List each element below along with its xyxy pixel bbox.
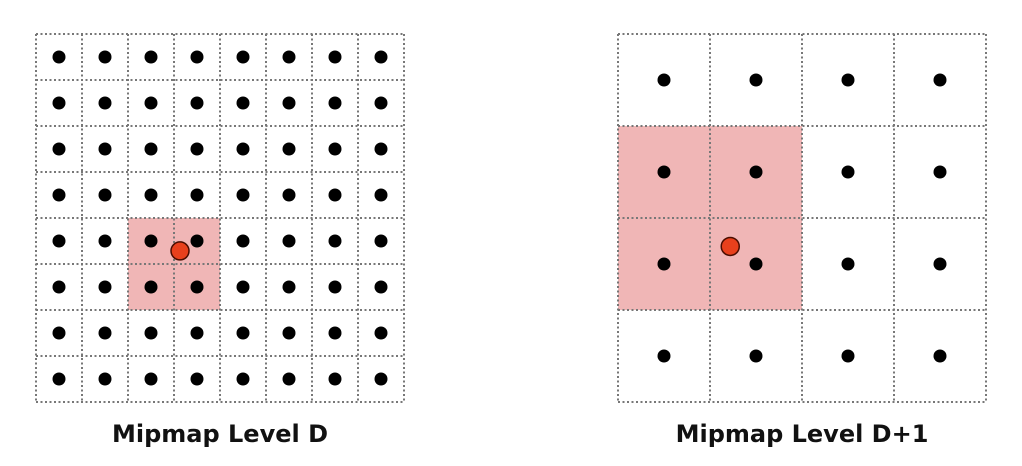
texel-sample-dot — [144, 326, 158, 340]
texel-sample-dot — [374, 142, 388, 156]
texel-sample-dot — [144, 280, 158, 294]
texel-sample-dot — [236, 280, 250, 294]
texel-sample-dot — [144, 96, 158, 110]
texel-sample-dot — [98, 280, 112, 294]
mipmap-level-d-panel — [35, 33, 405, 403]
texel-sample-dot — [190, 188, 204, 202]
texel-sample-dot — [98, 326, 112, 340]
lookup-point — [170, 241, 190, 261]
texel-sample-dot — [933, 165, 947, 179]
texel-sample-dot — [841, 73, 855, 87]
texel-sample-dot — [236, 50, 250, 64]
texel-sample-dot — [749, 73, 763, 87]
mipmap-level-d-plus-1-panel — [617, 33, 987, 403]
mipmap-level-d-plus-1-caption: Mipmap Level D+1 — [676, 420, 929, 448]
texel-sample-dot — [190, 142, 204, 156]
texel-sample-dot — [282, 234, 296, 248]
texel-sample-dot — [98, 234, 112, 248]
texel-sample-dot — [933, 257, 947, 271]
texel-sample-dot — [144, 188, 158, 202]
texel-sample-dot — [52, 96, 66, 110]
texel-sample-dot — [236, 372, 250, 386]
texel-sample-dot — [749, 257, 763, 271]
texel-sample-dot — [52, 280, 66, 294]
texel-sample-dot — [374, 50, 388, 64]
texel-sample-dot — [282, 372, 296, 386]
texel-sample-dot — [236, 96, 250, 110]
texel-sample-dot — [328, 188, 342, 202]
texel-sample-dot — [98, 50, 112, 64]
texel-sample-dot — [933, 73, 947, 87]
texel-sample-dot — [236, 326, 250, 340]
texel-sample-dot — [98, 142, 112, 156]
texel-sample-dot — [52, 50, 66, 64]
texel-sample-dot — [374, 234, 388, 248]
texel-sample-dot — [841, 165, 855, 179]
texel-sample-dot — [657, 73, 671, 87]
texel-sample-dot — [236, 142, 250, 156]
texel-sample-dot — [282, 96, 296, 110]
texel-sample-dot — [328, 280, 342, 294]
texel-sample-dot — [190, 50, 204, 64]
texel-sample-dot — [144, 372, 158, 386]
texel-sample-dot — [52, 326, 66, 340]
texel-sample-dot — [328, 326, 342, 340]
texel-sample-dot — [190, 96, 204, 110]
texel-sample-dot — [328, 50, 342, 64]
texel-sample-dot — [190, 372, 204, 386]
texel-sample-dot — [144, 142, 158, 156]
texel-sample-dot — [282, 280, 296, 294]
texel-sample-dot — [236, 234, 250, 248]
texel-sample-dot — [282, 142, 296, 156]
texel-sample-dot — [841, 349, 855, 363]
texel-sample-dot — [657, 349, 671, 363]
mipmap-level-d-caption: Mipmap Level D — [112, 420, 328, 448]
texel-sample-dot — [374, 188, 388, 202]
texel-sample-dot — [374, 372, 388, 386]
texel-sample-dot — [144, 234, 158, 248]
texel-sample-dot — [328, 142, 342, 156]
texel-sample-dot — [657, 165, 671, 179]
texel-sample-dot — [98, 96, 112, 110]
texel-sample-dot — [328, 372, 342, 386]
texel-sample-dot — [657, 257, 671, 271]
texel-sample-dot — [374, 96, 388, 110]
texel-sample-dot — [328, 96, 342, 110]
texel-sample-dot — [52, 142, 66, 156]
texel-sample-dot — [749, 349, 763, 363]
texel-sample-dot — [374, 280, 388, 294]
texel-sample-dot — [52, 188, 66, 202]
texel-sample-dot — [190, 234, 204, 248]
texel-sample-dot — [98, 372, 112, 386]
texel-sample-dot — [52, 234, 66, 248]
texel-sample-dot — [282, 326, 296, 340]
texel-sample-dot — [52, 372, 66, 386]
texel-sample-dot — [282, 188, 296, 202]
texel-sample-dot — [190, 280, 204, 294]
texel-sample-dot — [190, 326, 204, 340]
texel-sample-dot — [841, 257, 855, 271]
texel-sample-dot — [328, 234, 342, 248]
texel-sample-dot — [236, 188, 250, 202]
texel-sample-dot — [144, 50, 158, 64]
texel-sample-dot — [749, 165, 763, 179]
lookup-point — [720, 236, 740, 257]
texel-sample-dot — [98, 188, 112, 202]
texel-sample-dot — [933, 349, 947, 363]
texel-sample-dot — [374, 326, 388, 340]
texel-sample-dot — [282, 50, 296, 64]
